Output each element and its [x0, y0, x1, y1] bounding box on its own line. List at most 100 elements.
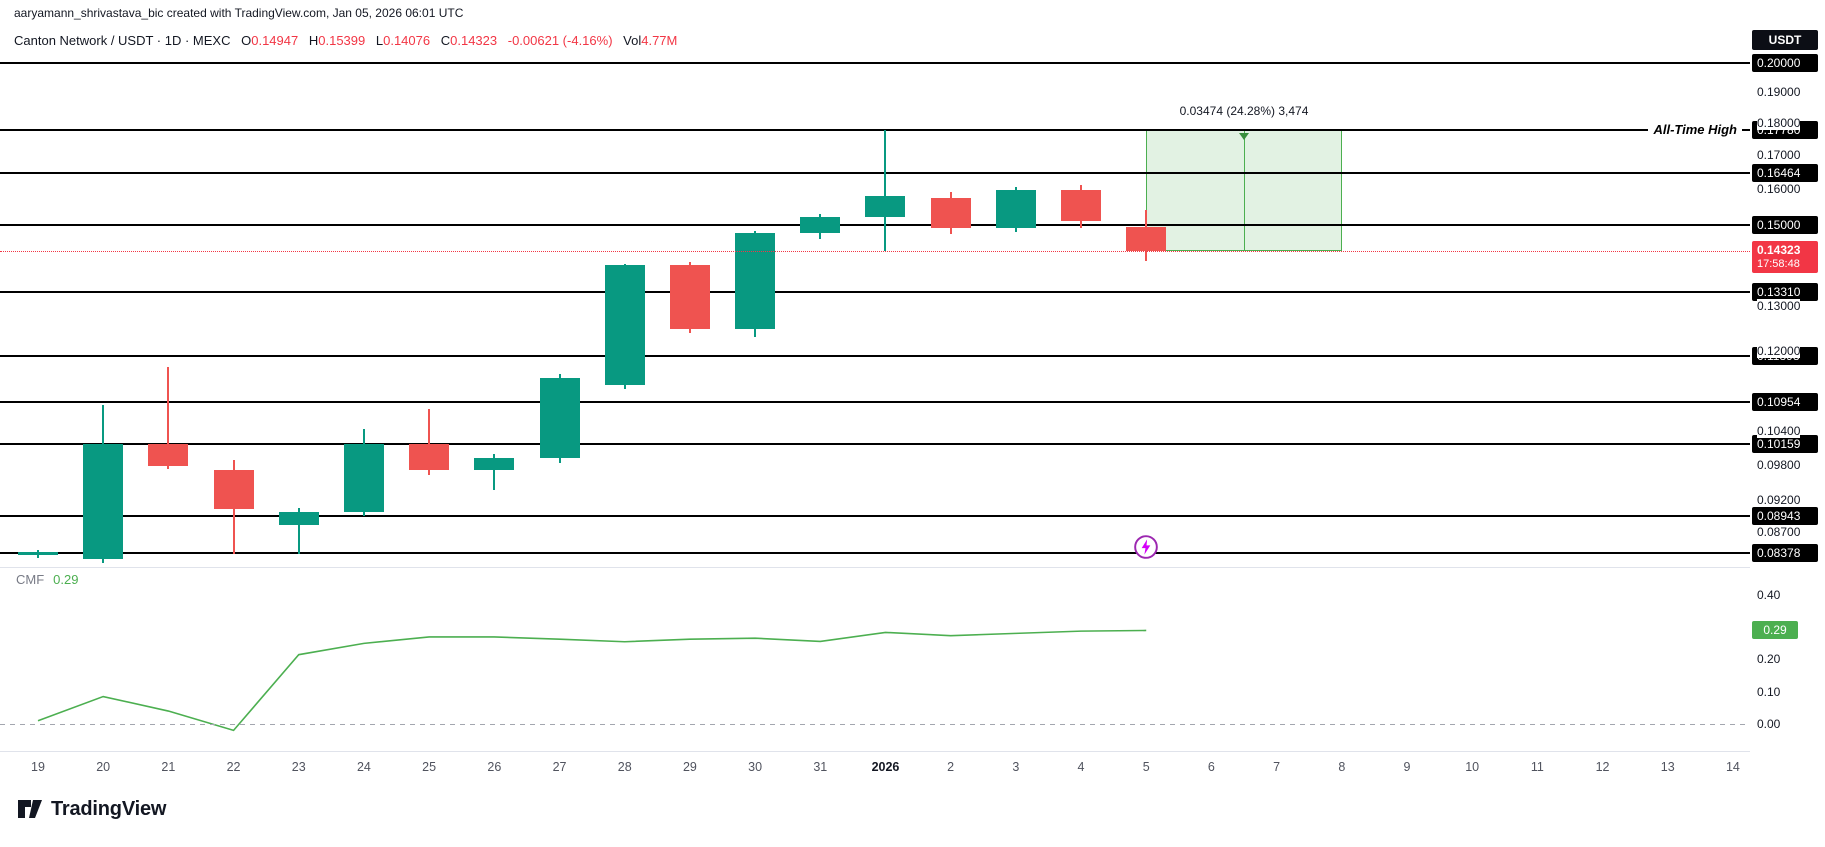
close-label: C	[440, 33, 451, 48]
candle-body	[865, 195, 906, 217]
candle-wick	[428, 409, 431, 476]
price-level-badge: 0.13310	[1752, 283, 1818, 302]
time-axis-label[interactable]: 21	[161, 760, 176, 774]
price-level-badge: 0.10159	[1752, 435, 1818, 454]
price-level-line[interactable]	[0, 171, 1750, 174]
last-price-line	[0, 250, 1750, 252]
price-axis-label: 0.12000	[1757, 343, 1801, 358]
high-label: H	[308, 33, 319, 48]
high-value: 0.15399	[318, 33, 366, 48]
price-level-line[interactable]	[0, 401, 1750, 404]
time-axis-label[interactable]: 19	[31, 760, 45, 774]
lightning-icon	[1134, 535, 1158, 559]
price-level-badge: 0.16464	[1752, 163, 1818, 182]
time-axis-label[interactable]: 25	[422, 760, 437, 774]
currency-badge: USDT	[1752, 30, 1818, 50]
candle-body	[213, 470, 254, 509]
time-axis-label[interactable]: 23	[291, 760, 306, 774]
indicator-header[interactable]: CMF 0.29	[16, 572, 78, 587]
time-axis-label[interactable]: 4	[1077, 760, 1085, 774]
pane-separator[interactable]	[0, 567, 1825, 568]
time-axis-label[interactable]: 12	[1595, 760, 1610, 774]
candle-body	[800, 216, 841, 234]
candle-body	[1126, 227, 1167, 252]
time-axis-label[interactable]: 28	[617, 760, 632, 774]
time-axis-label[interactable]: 8	[1338, 760, 1346, 774]
indicator-name: CMF	[16, 572, 45, 587]
price-level-line[interactable]	[0, 128, 1750, 131]
all-time-high-label[interactable]: All-Time High	[1648, 120, 1742, 138]
time-axis-label[interactable]: 10	[1465, 760, 1480, 774]
open-label: O	[241, 33, 252, 48]
volume-value: 4.77M	[641, 33, 678, 48]
candle-body	[148, 444, 189, 467]
cmf-axis-label: 0.20	[1757, 652, 1781, 667]
close-value: 0.14323	[450, 33, 498, 48]
projection-stats-label: 0.03474 (24.28%) 3,474	[1179, 103, 1309, 118]
candle-body	[278, 511, 319, 525]
price-level-line[interactable]	[0, 443, 1750, 446]
time-axis-label[interactable]: 5	[1142, 760, 1150, 774]
price-level-line[interactable]	[0, 551, 1750, 554]
low-value: 0.14076	[383, 33, 431, 48]
price-axis-label: 0.17000	[1757, 147, 1801, 162]
cmf-axis-label: 0.00	[1757, 716, 1781, 731]
time-axis-label[interactable]: 7	[1273, 760, 1281, 774]
time-axis-label[interactable]: 22	[226, 760, 241, 774]
candle-body	[409, 444, 450, 470]
price-level-line[interactable]	[0, 515, 1750, 518]
time-axis-label[interactable]: 2026	[871, 760, 900, 774]
time-axis-label[interactable]: 29	[682, 760, 697, 774]
tradingview-logo[interactable]: TradingView	[16, 797, 166, 821]
candle-wick	[884, 129, 887, 252]
flash-icon[interactable]	[1133, 534, 1159, 560]
price-level-line[interactable]	[0, 291, 1750, 294]
price-axis-label: 0.08700	[1757, 524, 1801, 539]
candle-body	[1061, 189, 1102, 222]
indicator-value: 0.29	[53, 572, 79, 587]
candle-body	[474, 457, 515, 470]
price-level-line[interactable]	[0, 354, 1750, 357]
time-axis-label[interactable]: 30	[748, 760, 763, 774]
last-price-badge: 0.14323 17:58:48	[1752, 241, 1818, 274]
time-axis-label[interactable]: 14	[1725, 760, 1740, 774]
cmf-zero-line	[0, 723, 1750, 725]
price-level-line[interactable]	[0, 62, 1750, 65]
price-axis[interactable]: USDT 0.14323 17:58:48 0.29 0.200000.1778…	[1750, 0, 1825, 785]
time-axis-label[interactable]: 9	[1403, 760, 1411, 774]
time-axis-label[interactable]: 13	[1660, 760, 1675, 774]
price-level-line[interactable]	[0, 224, 1750, 227]
time-axis-label[interactable]: 2	[947, 760, 955, 774]
time-axis-label[interactable]: 3	[1012, 760, 1020, 774]
price-axis-label: 0.18000	[1757, 115, 1801, 130]
low-label: L	[375, 33, 384, 48]
candle-body	[539, 378, 580, 458]
price-axis-label: 0.10400	[1757, 424, 1801, 439]
candle-body	[930, 198, 971, 229]
symbol-title[interactable]: Canton Network / USDT · 1D · MEXC	[14, 33, 231, 48]
price-level-badge: 0.10954	[1752, 393, 1818, 412]
price-axis-label: 0.13000	[1757, 298, 1801, 313]
time-axis-label[interactable]: 31	[813, 760, 828, 774]
long-position-midline	[1243, 129, 1245, 252]
time-axis-label[interactable]: 24	[356, 760, 371, 774]
candle-body	[669, 265, 710, 330]
tradingview-logo-text: TradingView	[51, 797, 167, 820]
time-axis-label[interactable]: 11	[1530, 760, 1544, 774]
long-position-handle[interactable]	[1239, 132, 1249, 140]
price-axis-label: 0.19000	[1757, 85, 1801, 100]
attribution-text: aaryamann_shrivastava_bic created with T…	[14, 6, 464, 20]
candle-body	[995, 189, 1036, 229]
price-level-badge: 0.08943	[1752, 507, 1818, 526]
time-axis-label[interactable]: 26	[487, 760, 502, 774]
open-value: 0.14947	[251, 33, 299, 48]
cmf-line-chart	[37, 629, 1147, 732]
price-level-badge: 0.15000	[1752, 216, 1818, 235]
cmf-axis-label: 0.40	[1757, 588, 1781, 603]
time-axis-label[interactable]: 6	[1207, 760, 1215, 774]
price-axis-label: 0.09200	[1757, 493, 1801, 508]
time-axis-label[interactable]: 27	[552, 760, 567, 774]
time-axis-label[interactable]: 20	[96, 760, 111, 774]
candle-wick	[297, 508, 300, 555]
